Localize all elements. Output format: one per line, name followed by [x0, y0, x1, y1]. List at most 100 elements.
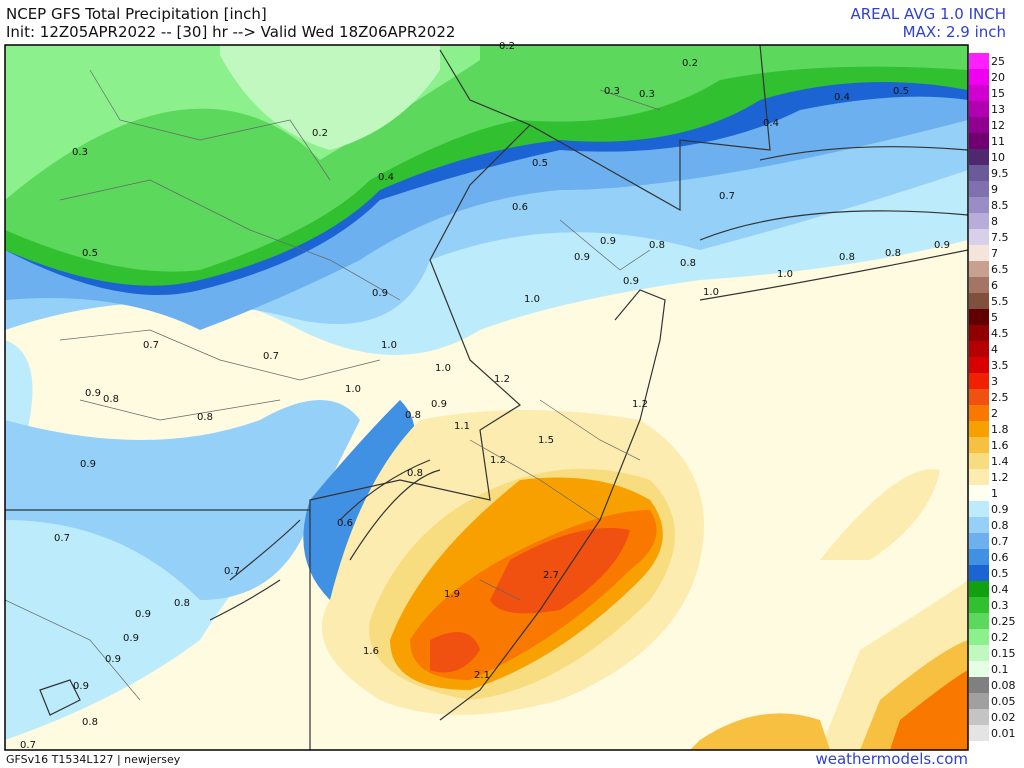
- colorbar-label: 0.6: [991, 551, 1009, 564]
- contour-label: 0.2: [312, 128, 328, 139]
- contour-label: 0.7: [20, 740, 36, 751]
- contour-label: 1.2: [632, 399, 648, 410]
- colorbar-swatch: [969, 709, 989, 725]
- colorbar-swatch: [969, 69, 989, 85]
- colorbar-swatch: [969, 85, 989, 101]
- colorbar-label: 20: [991, 71, 1005, 84]
- colorbar-label: 0.2: [991, 631, 1009, 644]
- colorbar-label: 10: [991, 151, 1005, 164]
- subtitle: Init: 12Z05APR2022 -- [30] hr --> Valid …: [6, 23, 455, 41]
- contour-label: 0.8: [680, 258, 696, 269]
- colorbar-label: 0.1: [991, 663, 1009, 676]
- colorbar-label: 8: [991, 215, 998, 228]
- contour-label: 0.9: [600, 236, 616, 247]
- contour-label: 1.6: [363, 646, 379, 657]
- colorbar-swatch: [969, 437, 989, 453]
- colorbar-swatch: [969, 597, 989, 613]
- colorbar-swatch: [969, 693, 989, 709]
- colorbar-swatch: [969, 629, 989, 645]
- colorbar-label: 0.15: [991, 647, 1016, 660]
- colorbar-label: 0.02: [991, 711, 1016, 724]
- colorbar-swatch: [969, 229, 989, 245]
- contour-label: 1.2: [490, 455, 506, 466]
- contour-label: 0.7: [263, 351, 279, 362]
- contour-label: 0.6: [512, 202, 528, 213]
- contour-label: 0.7: [54, 533, 70, 544]
- contour-label: 0.9: [80, 459, 96, 470]
- contour-label: 0.4: [378, 172, 394, 183]
- colorbar-swatch: [969, 341, 989, 357]
- colorbar-swatch: [969, 501, 989, 517]
- colorbar-swatch: [969, 261, 989, 277]
- contour-label: 0.3: [639, 89, 655, 100]
- contour-label: 0.9: [73, 681, 89, 692]
- colorbar-swatch: [969, 517, 989, 533]
- colorbar-label: 12: [991, 119, 1005, 132]
- max-value: MAX: 2.9 inch: [903, 23, 1006, 41]
- contour-label: 1.1: [454, 421, 470, 432]
- colorbar-label: 15: [991, 87, 1005, 100]
- colorbar-label: 0.8: [991, 519, 1009, 532]
- contour-label: 1.0: [381, 340, 397, 351]
- colorbar-label: 7: [991, 247, 998, 260]
- contour-label: 1.0: [777, 269, 793, 280]
- contour-label: 0.9: [574, 252, 590, 263]
- colorbar-swatch: [969, 101, 989, 117]
- contour-label: 2.1: [474, 670, 490, 681]
- colorbar-label: 11: [991, 135, 1005, 148]
- colorbar-swatch: [969, 165, 989, 181]
- contour-label: 0.7: [224, 566, 240, 577]
- colorbar-swatch: [969, 117, 989, 133]
- contour-label: 0.8: [174, 598, 190, 609]
- colorbar-label: 25: [991, 55, 1005, 68]
- colorbar-swatch: [969, 245, 989, 261]
- contour-label: 0.5: [82, 248, 98, 259]
- contour-label: 0.2: [499, 41, 515, 52]
- colorbar-swatch: [969, 533, 989, 549]
- colorbar-label: 6.5: [991, 263, 1009, 276]
- colorbar-label: 2.5: [991, 391, 1009, 404]
- contour-label: 0.8: [82, 717, 98, 728]
- contour-label: 0.9: [85, 388, 101, 399]
- contour-label: 0.8: [103, 394, 119, 405]
- contour-label: 0.4: [763, 118, 779, 129]
- colorbar-label: 7.5: [991, 231, 1009, 244]
- colorbar-swatch: [969, 725, 989, 741]
- contour-label: 0.9: [431, 399, 447, 410]
- colorbar-label: 0.25: [991, 615, 1016, 628]
- colorbar-label: 0.9: [991, 503, 1009, 516]
- colorbar-label: 2: [991, 407, 998, 420]
- colorbar-swatch: [969, 453, 989, 469]
- colorbar-swatch: [969, 405, 989, 421]
- colorbar-label: 1.8: [991, 423, 1009, 436]
- colorbar-label: 1.4: [991, 455, 1009, 468]
- colorbar-label: 9: [991, 183, 998, 196]
- colorbar-label: 4.5: [991, 327, 1009, 340]
- colorbar-swatch: [969, 389, 989, 405]
- map: [5, 45, 968, 750]
- colorbar-swatch: [969, 677, 989, 693]
- colorbar-label: 3.5: [991, 359, 1009, 372]
- colorbar-swatch: [969, 613, 989, 629]
- colorbar-label: 3: [991, 375, 998, 388]
- contour-label: 0.9: [123, 633, 139, 644]
- colorbar-swatch: [969, 357, 989, 373]
- colorbar-swatch: [969, 581, 989, 597]
- colorbar-swatch: [969, 661, 989, 677]
- areal-avg: AREAL AVG 1.0 INCH: [850, 5, 1006, 23]
- colorbar-label: 8.5: [991, 199, 1009, 212]
- colorbar-swatch: [969, 149, 989, 165]
- contour-label: 0.9: [105, 654, 121, 665]
- contour-label: 0.3: [72, 147, 88, 158]
- colorbar-label: 9.5: [991, 167, 1009, 180]
- colorbar-swatch: [969, 549, 989, 565]
- contour-label: 1.0: [703, 287, 719, 298]
- contour-label: 1.9: [444, 589, 460, 600]
- colorbar-label: 0.4: [991, 583, 1009, 596]
- contour-label: 1.5: [538, 435, 554, 446]
- contour-label: 0.8: [405, 410, 421, 421]
- contour-label: 0.8: [839, 252, 855, 263]
- colorbar-swatch: [969, 309, 989, 325]
- colorbar-swatch: [969, 565, 989, 581]
